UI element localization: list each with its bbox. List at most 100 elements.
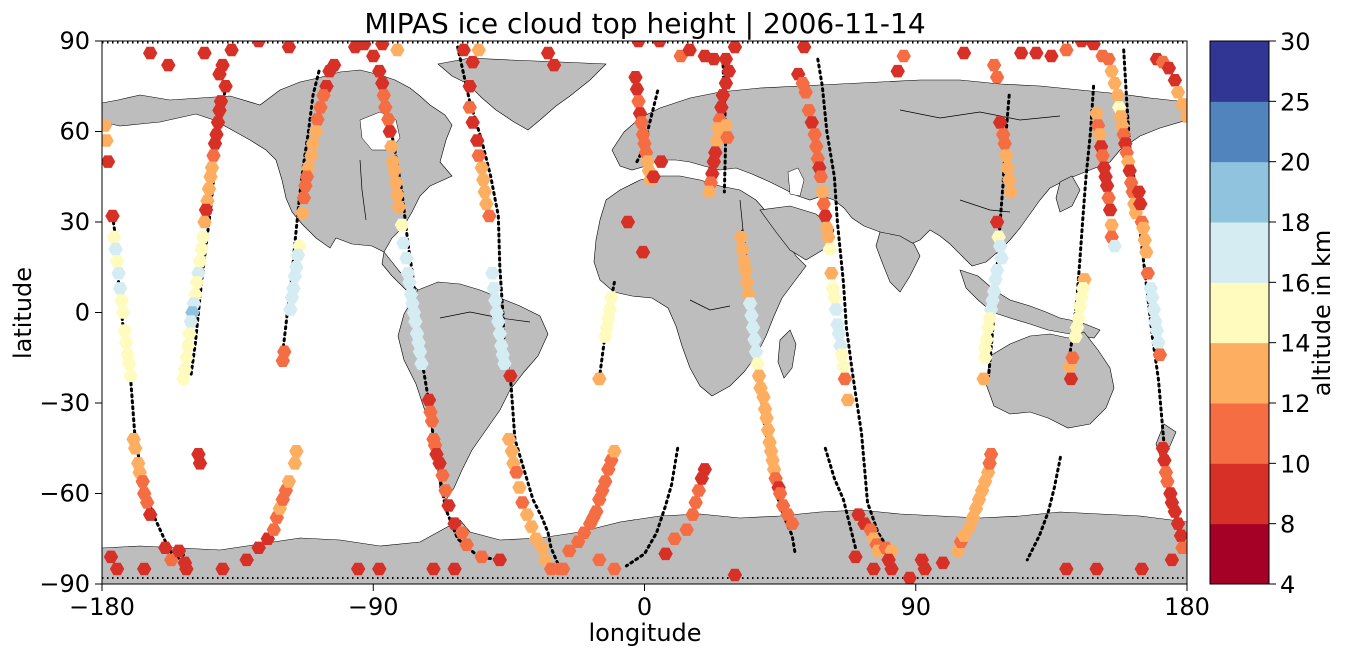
cloud-top-point (834, 348, 850, 361)
cloud-top-point (441, 499, 456, 512)
cloud-top-point (652, 41, 667, 48)
cloud-top-point (197, 46, 212, 60)
cloud-top-point (917, 562, 932, 576)
colorbar-band (1210, 342, 1269, 404)
cloud-top-point (140, 496, 155, 509)
cloud-top-point (366, 49, 381, 63)
cloud-top-point (720, 131, 735, 144)
cloud-top-point (109, 255, 125, 268)
cloud-top-point (402, 276, 417, 289)
cloud-top-point (598, 475, 613, 488)
cloud-top-point (744, 309, 759, 322)
cloud-top-point (688, 496, 703, 509)
cloud-top-point (310, 113, 325, 126)
x-tick-label: −90 (348, 593, 399, 621)
colorbar-tick-label: 10 (1280, 450, 1311, 478)
cloud-top-point (801, 104, 816, 117)
cloud-top-point (375, 41, 390, 51)
cloud-top-point (738, 264, 753, 277)
cloud-top-point (114, 294, 129, 307)
cloud-top-point (304, 149, 319, 162)
cloud-top-point (215, 562, 230, 576)
cloud-top-point (283, 303, 298, 316)
cloud-top-point (305, 137, 321, 150)
cloud-top-point (804, 116, 819, 129)
y-tick-label: 0 (75, 299, 90, 327)
cloud-top-point (797, 41, 812, 54)
cloud-top-point (396, 236, 411, 250)
cloud-top-point (290, 248, 306, 262)
cloud-top-point (112, 282, 128, 295)
cloud-top-point (287, 457, 303, 470)
cloud-top-point (509, 466, 524, 479)
cloud-top-point (421, 393, 437, 407)
colorbar-band (1210, 403, 1269, 464)
cloud-top-point (1089, 107, 1104, 120)
cloud-top-point (161, 58, 176, 72)
cloud-top-point (102, 155, 116, 168)
cloud-top-point (714, 101, 729, 114)
cloud-top-point (1065, 351, 1080, 364)
cloud-top-point (828, 303, 844, 316)
cloud-top-point (189, 276, 205, 289)
cloud-top-point (459, 538, 474, 551)
cloud-top-point (735, 242, 750, 256)
cloud-top-point (515, 496, 530, 509)
cloud-top-point (1136, 221, 1151, 235)
cloud-top-point (485, 267, 500, 280)
cloud-top-point (206, 149, 221, 162)
cloud-top-point (117, 324, 132, 337)
cloud-top-point (266, 523, 281, 536)
cloud-top-point (198, 203, 214, 217)
x-axis-label: longitude (588, 619, 701, 647)
cloud-top-point (1107, 239, 1122, 253)
cloud-top-point (399, 252, 414, 265)
cloud-top-point (691, 484, 706, 497)
cloud-top-point (182, 327, 197, 340)
cloud-top-point (682, 43, 697, 57)
cloud-top-point (840, 393, 856, 407)
cloud-top-point (546, 58, 562, 72)
cloud-top-point (390, 188, 405, 202)
cloud-top-point (351, 562, 366, 576)
cloud-top-point (524, 520, 539, 533)
y-tick-label: −30 (39, 389, 90, 417)
cloud-top-point (956, 46, 972, 60)
cloud-top-point (534, 541, 550, 554)
cloud-top-point (295, 206, 310, 220)
cloud-top-point (201, 182, 217, 196)
cloud-top-point (718, 119, 734, 132)
cloud-top-point (296, 191, 312, 205)
colorbar-tick-label: 20 (1280, 149, 1311, 177)
cloud-top-point (435, 469, 450, 482)
colorbar-band (1210, 463, 1269, 525)
cloud-top-point (391, 200, 407, 214)
cloud-top-point (519, 508, 535, 521)
cloud-top-point (620, 215, 636, 229)
cloud-top-point (727, 41, 743, 54)
cloud-top-point (836, 360, 851, 373)
cloud-top-point (465, 116, 480, 129)
cloud-top-point (275, 354, 290, 367)
x-axis: −180 −90 0 90 180 (69, 584, 1210, 621)
cloud-top-point (1063, 372, 1079, 386)
cloud-top-point (143, 508, 158, 521)
cloud-top-point (492, 327, 507, 340)
cloud-top-point (721, 64, 737, 78)
cloud-top-point (827, 291, 842, 304)
cloud-top-point (239, 553, 254, 567)
cloud-top-point (607, 562, 622, 576)
cloud-top-point (210, 116, 226, 129)
cloud-top-point (503, 369, 518, 383)
cloud-top-point (1170, 86, 1186, 99)
river-siberia (899, 109, 1061, 121)
cloud-top-point (1002, 173, 1017, 186)
cloud-top-point (1110, 89, 1125, 102)
cloud-top-point (1139, 245, 1154, 259)
cloud-top-point (1149, 324, 1165, 337)
cloud-top-point (1074, 41, 1089, 48)
cloud-top-point (1029, 46, 1044, 60)
cloud-top-point (108, 242, 123, 256)
cloud-top-point (438, 484, 453, 497)
